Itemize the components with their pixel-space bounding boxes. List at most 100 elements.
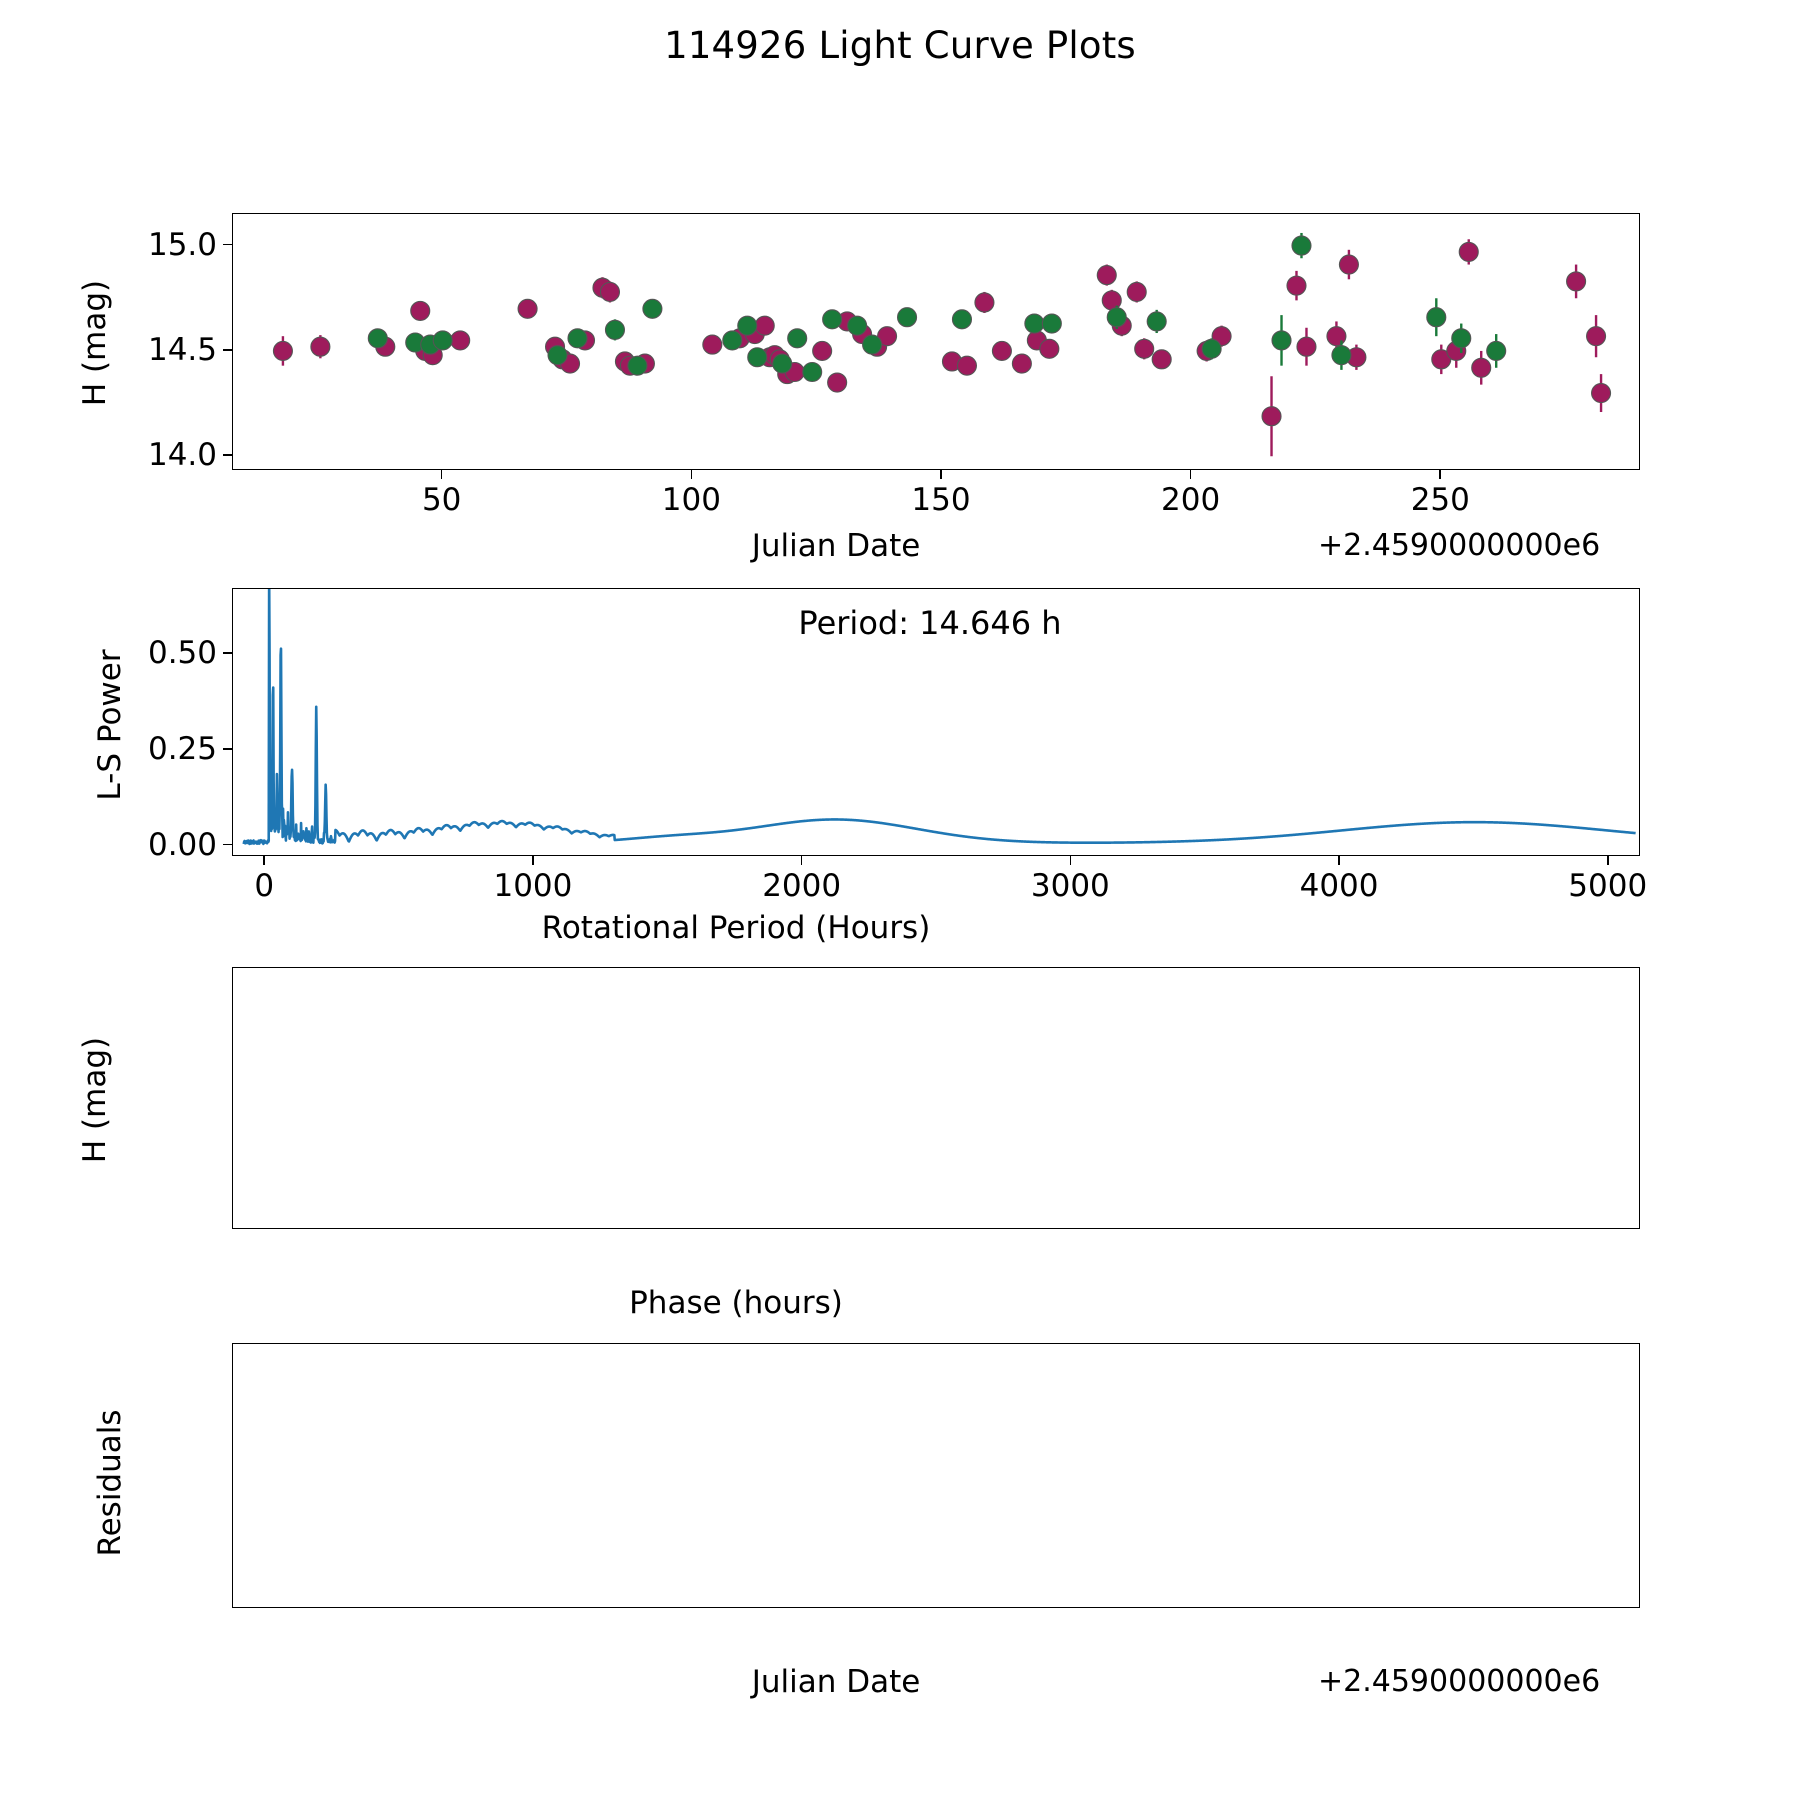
residuals-x-offset: +2.4590000000e6 [1318, 1664, 1601, 1699]
x-tick-label: 250 [1410, 482, 1470, 518]
data-point [367, 328, 388, 349]
figure-title: 114926 Light Curve Plots [664, 24, 1136, 67]
data-point [1566, 271, 1587, 292]
data-point [450, 330, 471, 351]
x-tick-label: 200 [1161, 482, 1221, 518]
data-point [567, 328, 588, 349]
data-point [1486, 340, 1507, 361]
x-tick-label: 4000 [1299, 868, 1379, 904]
data-point [1471, 357, 1492, 378]
y-tickmark [223, 349, 232, 351]
data-point [812, 340, 833, 361]
y-tickmark [223, 652, 232, 654]
data-point [991, 340, 1012, 361]
data-point [410, 300, 431, 321]
data-point [432, 330, 453, 351]
data-point [747, 347, 768, 368]
data-point [627, 355, 648, 376]
x-tick-label: 0 [254, 868, 275, 904]
x-tickmark [800, 856, 803, 865]
y-tick-label: 14.5 [147, 331, 217, 368]
periodogram-plot-area [242, 589, 1637, 846]
data-point [1039, 338, 1060, 359]
data-point [642, 298, 663, 319]
x-tickmark [1338, 856, 1340, 865]
data-point [1326, 326, 1347, 347]
data-point [1041, 313, 1062, 334]
x-tickmark [263, 856, 266, 865]
data-point [1586, 326, 1607, 347]
data-point [772, 353, 793, 374]
lightcurve-axes [232, 213, 1640, 470]
data-point [1201, 338, 1222, 359]
data-point [951, 309, 973, 330]
data-point [1426, 307, 1447, 328]
phase-plot-area [233, 968, 1640, 1229]
data-point [877, 326, 898, 347]
data-point [956, 355, 978, 376]
x-tick-label: 3000 [1030, 868, 1110, 904]
data-point [599, 281, 621, 302]
data-point [862, 334, 883, 355]
data-point [1126, 281, 1147, 302]
data-point [802, 361, 823, 383]
data-point [1101, 290, 1122, 311]
data-point [1338, 254, 1359, 275]
data-point [604, 319, 626, 340]
residuals-ylabel: Residuals [92, 1409, 128, 1557]
x-tickmark [1439, 470, 1442, 479]
lightcurve-x-offset: +2.4590000000e6 [1318, 528, 1601, 563]
data-point [1591, 383, 1612, 404]
data-point [1458, 241, 1479, 262]
x-tick-label: 150 [911, 482, 971, 518]
residuals-xlabel: Julian Date [751, 1664, 921, 1700]
data-point [1146, 311, 1167, 332]
periodogram-ylabel: L-S Power [92, 649, 128, 801]
data-point [847, 315, 868, 336]
x-tickmark [440, 470, 443, 479]
data-point [1291, 235, 1312, 256]
x-tick-label: 5000 [1568, 868, 1648, 904]
data-point [827, 372, 848, 393]
data-point [896, 307, 918, 328]
lightcurve-xlabel: Julian Date [751, 528, 921, 564]
data-point [722, 330, 743, 351]
data-point [517, 298, 538, 319]
x-tick-label: 100 [661, 482, 721, 518]
phase-xlabel: Phase (hours) [629, 1285, 843, 1321]
data-point [737, 315, 758, 336]
x-tick-label: 50 [421, 482, 462, 518]
periodogram-xlabel: Rotational Period (Hours) [541, 910, 931, 946]
data-point [974, 292, 995, 313]
x-tickmark [1189, 470, 1192, 479]
x-tickmark [940, 470, 942, 479]
phase-axes [232, 967, 1640, 1229]
phase-ylabel: H (mag) [77, 1036, 113, 1164]
x-tickmark [532, 856, 534, 865]
y-tick-label: 0.00 [147, 826, 217, 863]
data-point [310, 336, 331, 357]
series-survey-a [272, 239, 1612, 457]
data-point [1296, 336, 1317, 357]
lightcurve-plot-area [272, 232, 1612, 457]
x-tickmark [1069, 856, 1072, 865]
y-tickmark [223, 243, 232, 246]
data-point [1134, 338, 1155, 359]
x-tick-label: 1000 [493, 868, 573, 904]
data-point [1261, 406, 1282, 427]
data-point [1024, 313, 1045, 334]
y-tickmark [223, 843, 232, 846]
y-tick-label: 0.25 [147, 730, 217, 767]
data-point [1106, 307, 1127, 328]
x-tickmark [690, 470, 693, 479]
data-point [1331, 345, 1352, 366]
data-point [1151, 349, 1172, 370]
periodogram-axes [232, 588, 1640, 856]
data-point [822, 309, 843, 330]
data-point [1011, 353, 1032, 374]
data-point [754, 315, 775, 336]
data-point [547, 345, 568, 366]
y-tick-label: 0.50 [147, 635, 217, 672]
period-annotation: Period: 14.646 h [798, 604, 1062, 642]
y-tickmark [223, 748, 232, 750]
